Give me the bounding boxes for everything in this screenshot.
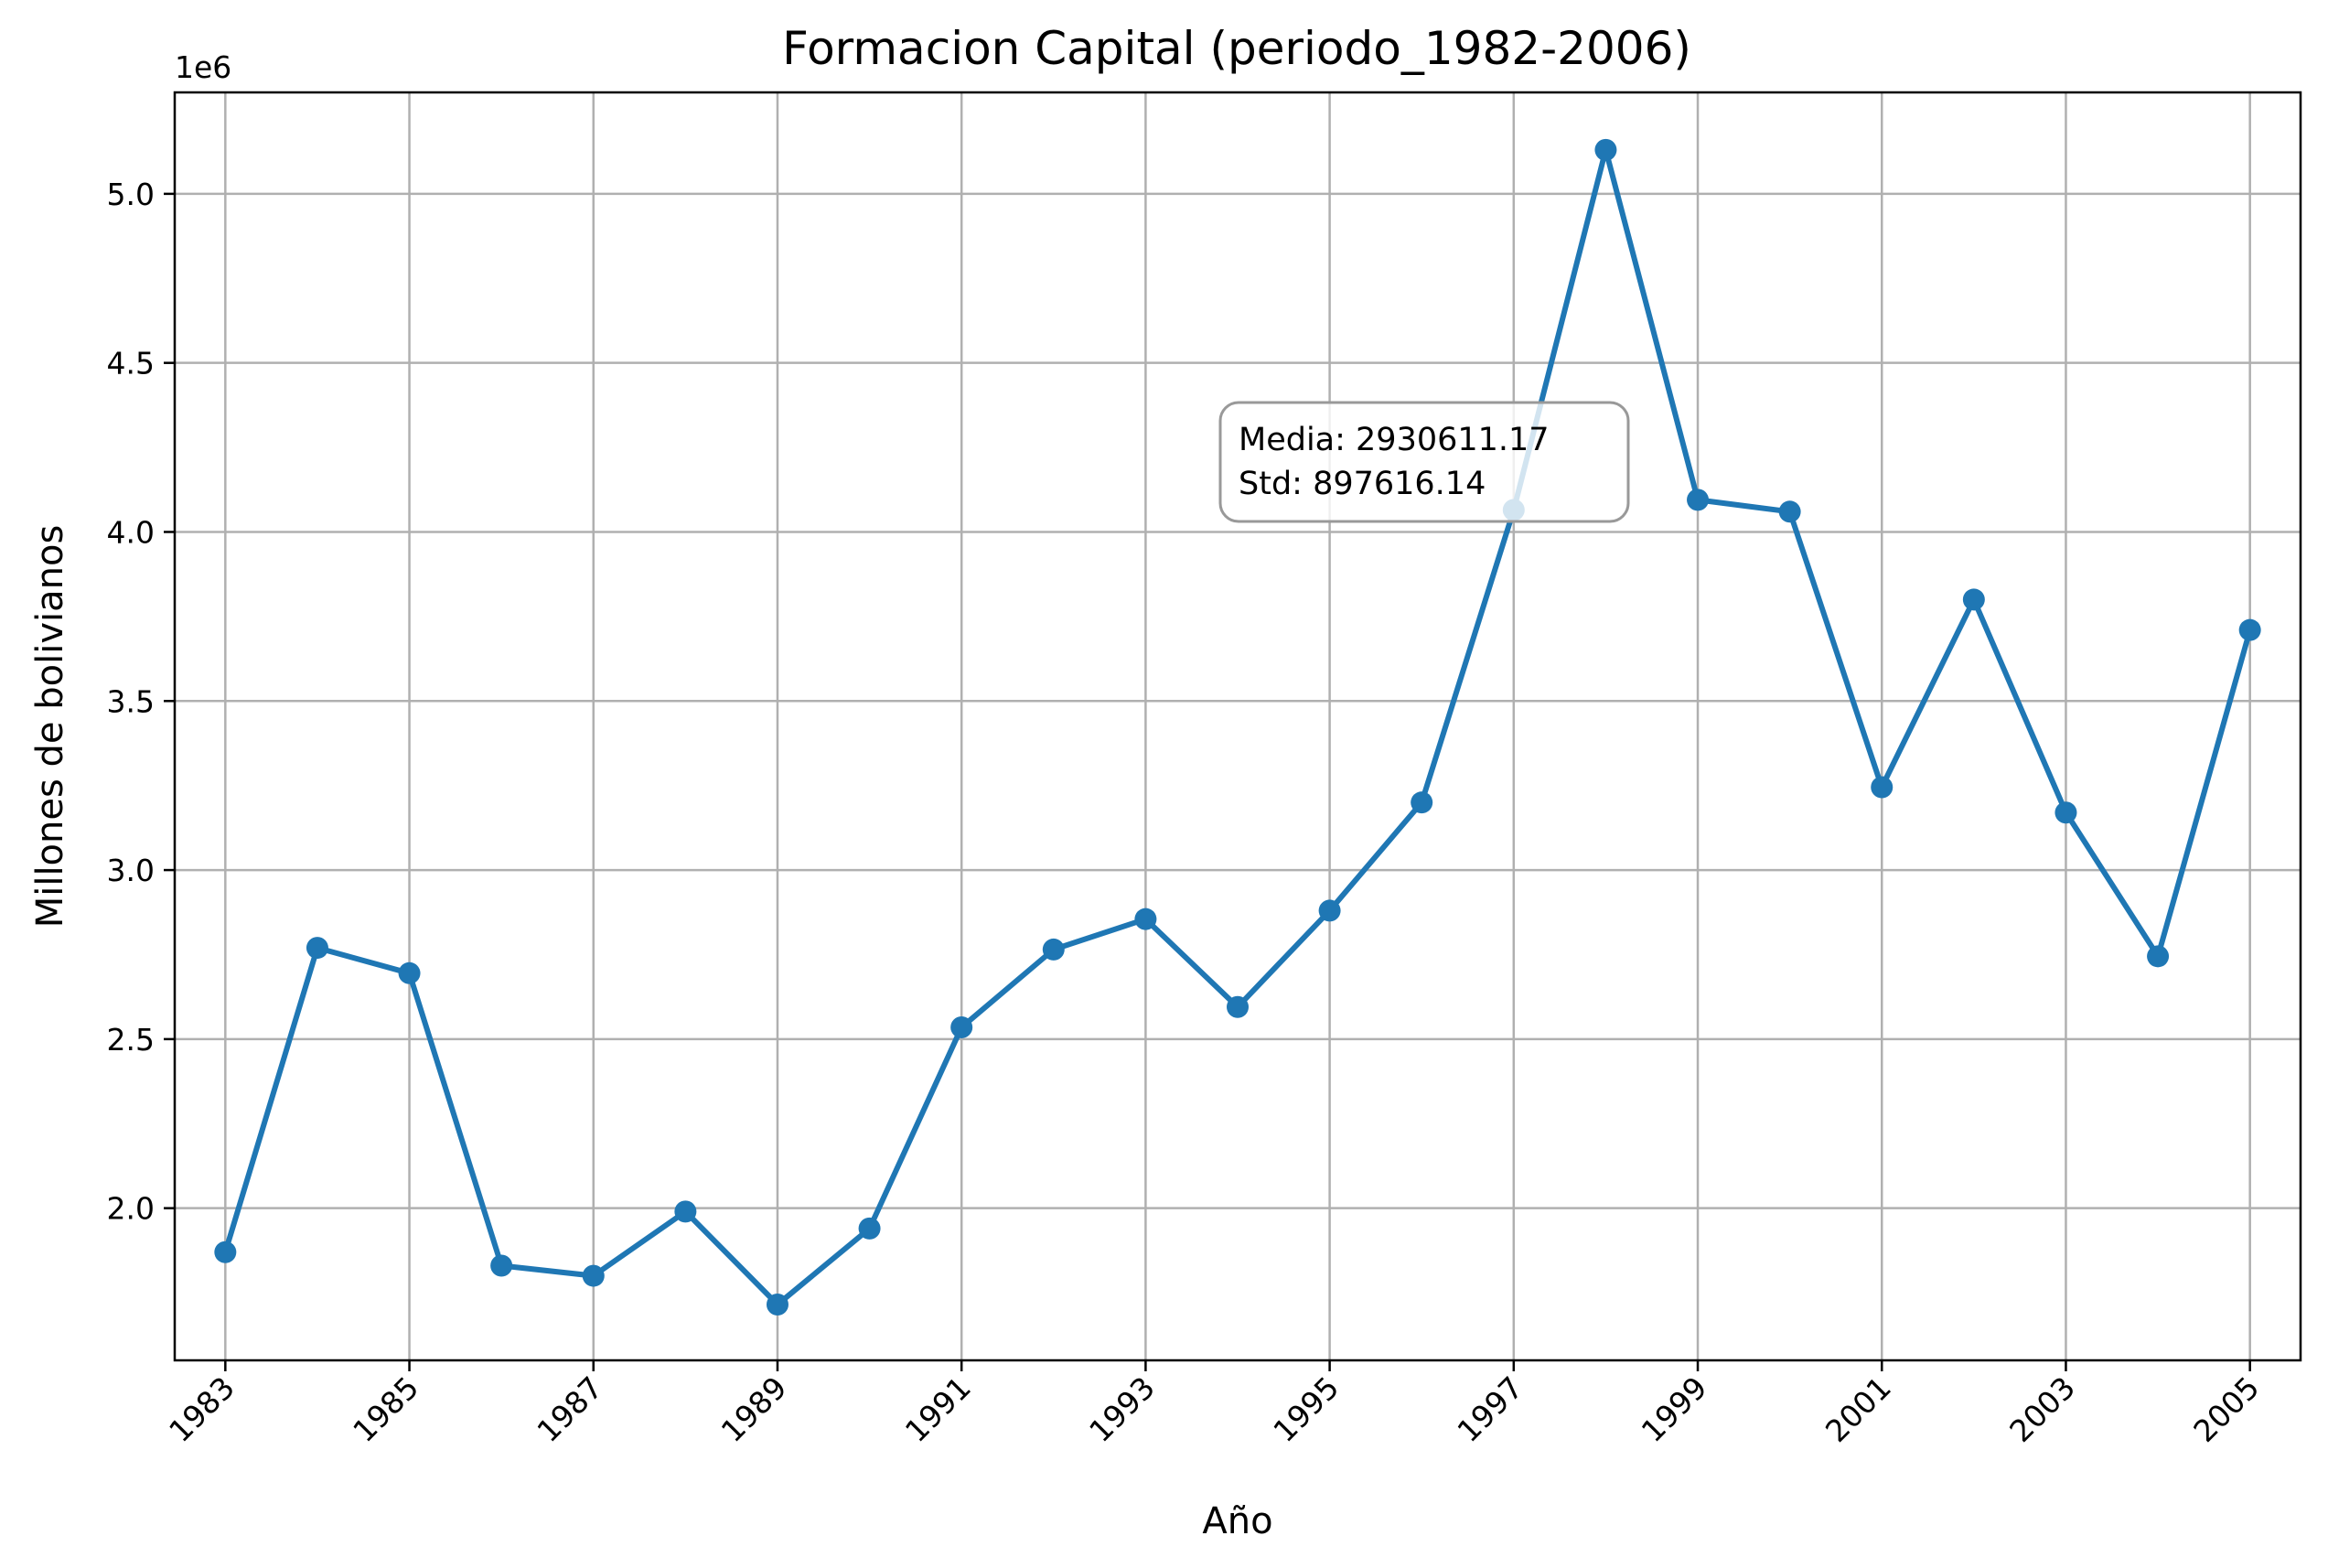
series-line [214,138,2261,1316]
annotation-std: Std: 897616.14 [1239,466,1486,502]
y-tick-label: 4.5 [107,346,155,381]
data-point [1042,938,1065,961]
data-point [2054,801,2077,824]
data-point [1871,776,1894,799]
y-tick-label: 3.0 [107,853,155,888]
y-tick-label: 2.0 [107,1191,155,1227]
data-point [1962,588,1985,611]
chart-title: Formacion Capital (periodo_1982-2006) [782,22,1691,75]
y-tick-label: 3.5 [107,683,155,719]
x-axis: 1983 1985 1987 1989 1991 1993 1995 1997 1999 2001… [162,1360,2266,1449]
data-point [582,1264,605,1287]
x-tick-label: 1993 [1082,1369,1162,1449]
data-point [1318,899,1341,922]
data-point [950,1015,973,1038]
x-tick-label: 1999 [1635,1369,1714,1449]
data-point [2238,618,2261,641]
x-tick-label: 1997 [1451,1369,1530,1449]
x-tick-label: 2003 [2002,1369,2082,1449]
x-tick-label: 1991 [898,1369,978,1449]
data-point [398,961,421,984]
data-point [490,1254,513,1277]
x-tick-label: 1983 [162,1369,241,1449]
data-point [1594,138,1617,161]
x-tick-label: 2001 [1818,1369,1898,1449]
x-tick-label: 1987 [530,1369,609,1449]
y-offset-label: 1e6 [175,49,231,85]
y-tick-label: 4.0 [107,514,155,550]
y-tick-label: 2.5 [107,1022,155,1058]
data-point [674,1200,697,1223]
x-axis-label: Año [1202,1500,1272,1542]
annotation-mean: Media: 2930611.17 [1239,422,1550,458]
x-tick-label: 1995 [1266,1369,1346,1449]
data-point [1227,995,1249,1018]
data-point [214,1240,237,1263]
data-point [1778,500,1801,523]
data-point [1411,791,1433,814]
y-axis: 2.0 2.5 3.0 3.5 4.0 4.5 5.0 [107,177,175,1227]
x-tick-label: 2005 [2186,1369,2266,1449]
data-point [2147,945,2170,968]
plot-frame [173,91,2302,1362]
y-axis-label: Millones de bolivianos [29,525,71,929]
data-line [222,146,2253,1307]
x-tick-label: 1989 [714,1369,794,1449]
grid [175,92,2301,1360]
data-point [1687,489,1710,511]
x-tick-label: 1985 [346,1369,425,1449]
data-point [306,937,328,960]
data-point [1134,908,1157,930]
data-point [858,1217,881,1240]
data-point [766,1294,789,1316]
annotation-box [1218,401,1630,523]
stats-annotation: Media: 2930611.17 Std: 897616.14 [1218,401,1630,523]
y-tick-label: 5.0 [107,177,155,212]
